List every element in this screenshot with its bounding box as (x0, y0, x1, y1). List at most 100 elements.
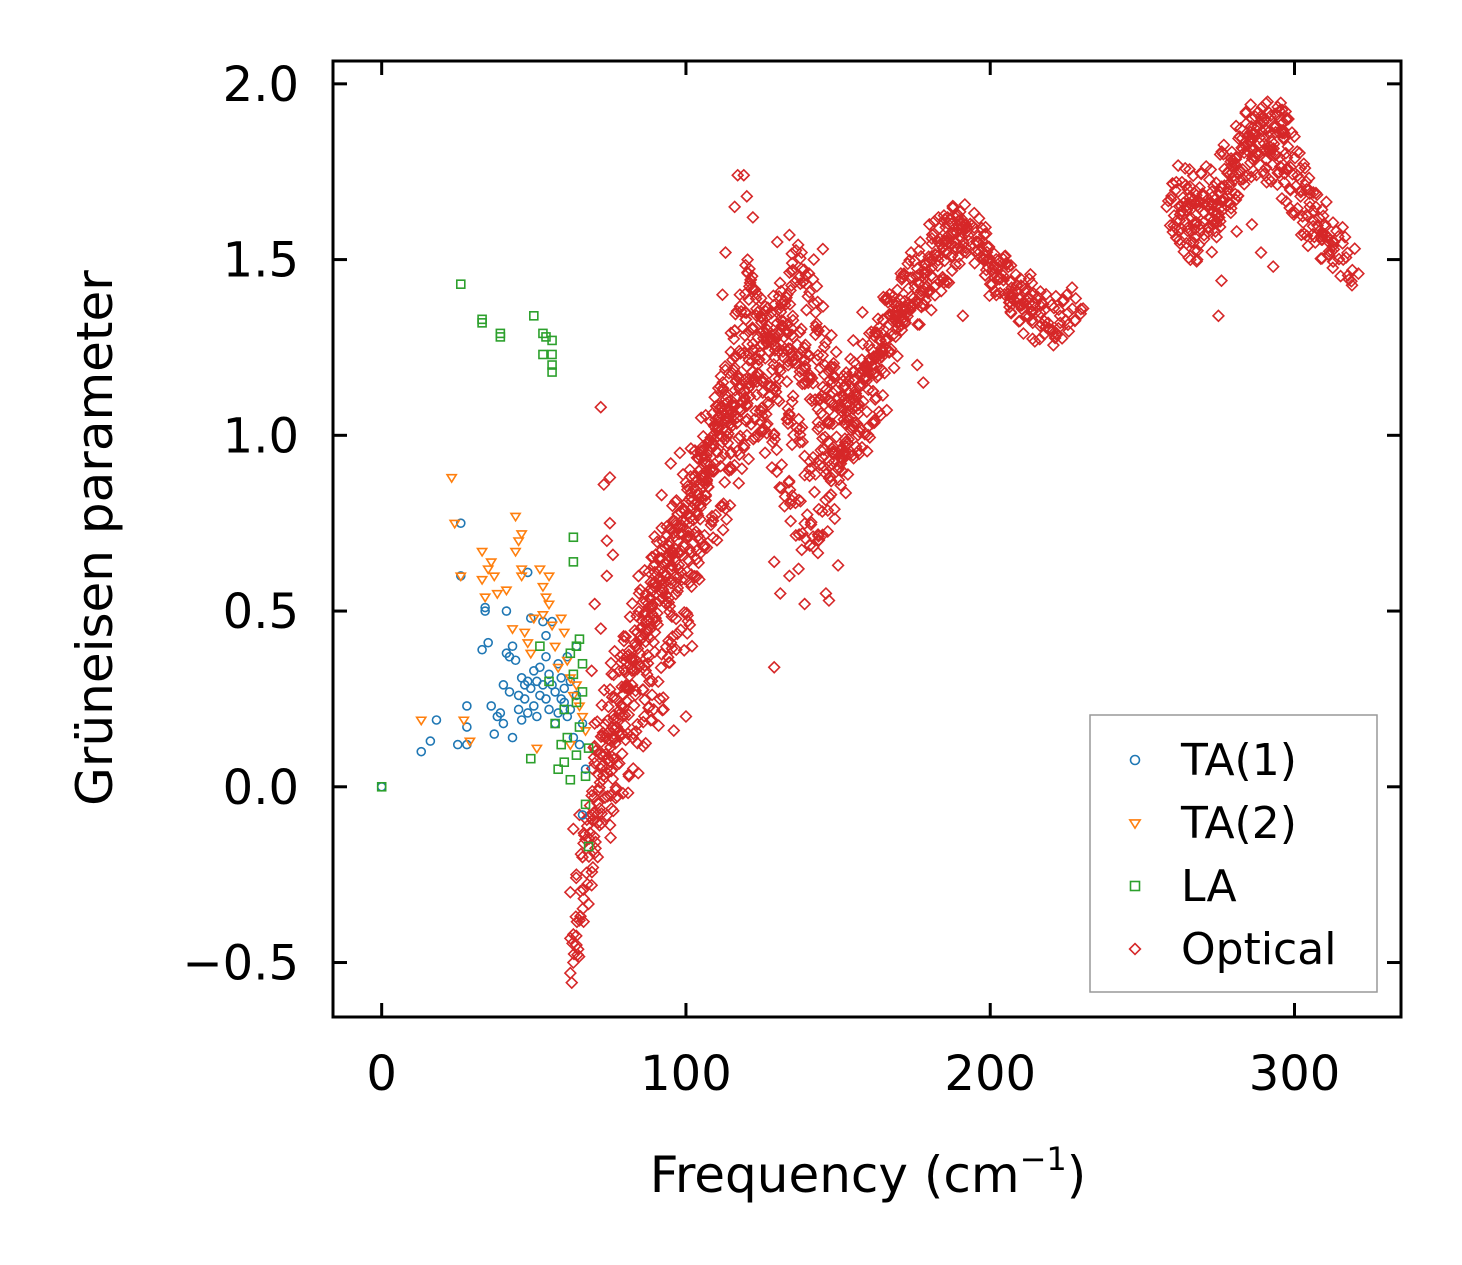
optical-point (818, 324, 832, 338)
optical-point (1074, 307, 1088, 321)
optical-point (655, 543, 669, 557)
optical-point (574, 847, 588, 861)
optical-point (807, 485, 822, 499)
optical-point (945, 238, 959, 252)
optical-point (1279, 146, 1293, 160)
optical-point (654, 661, 668, 675)
optical-point (862, 338, 876, 352)
optical-point (706, 531, 720, 545)
ta2-point (558, 628, 571, 639)
optical-point (1060, 288, 1074, 302)
optical-point (1214, 274, 1229, 288)
ta1-point (501, 606, 512, 616)
optical-point (841, 413, 855, 427)
ta2-point (476, 547, 489, 558)
optical-point (893, 293, 907, 307)
optical-point (1259, 161, 1273, 175)
ta2-point (555, 614, 568, 625)
la-point (547, 349, 557, 360)
ta1-point (535, 662, 545, 673)
optical-point (630, 717, 644, 731)
optical-point (1303, 200, 1317, 214)
optical-point (740, 189, 754, 203)
optical-point (1254, 246, 1268, 260)
optical-point (778, 499, 792, 513)
optical-point (674, 505, 688, 519)
la-point (547, 335, 557, 346)
optical-point (759, 304, 773, 318)
optical-point (795, 526, 809, 540)
optical-point (805, 394, 819, 408)
optical-point (1270, 178, 1284, 192)
ta2-point (524, 649, 537, 660)
ta1-point (507, 732, 518, 743)
optical-point (877, 323, 891, 337)
optical-point (682, 554, 696, 568)
optical-point (736, 321, 750, 335)
optical-point (748, 412, 762, 426)
optical-point (1265, 135, 1279, 149)
optical-point (898, 313, 912, 327)
optical-point (1302, 171, 1316, 185)
optical-point (1259, 123, 1273, 137)
optical-point (579, 832, 593, 847)
optical-point (754, 291, 768, 305)
optical-point (648, 645, 662, 659)
optical-point (1172, 224, 1186, 238)
optical-point (1336, 220, 1350, 234)
ta1-point (559, 683, 570, 694)
legend-marker-ta1 (1129, 754, 1141, 766)
optical-point (1016, 326, 1030, 341)
optical-point (822, 593, 836, 608)
optical-point (947, 226, 961, 240)
optical-point (580, 819, 594, 833)
optical-point (947, 200, 961, 214)
optical-point (727, 332, 741, 346)
optical-point (793, 435, 807, 449)
optical-point (773, 480, 787, 494)
optical-point (1003, 275, 1017, 289)
optical-point (1325, 244, 1339, 258)
optical-point (601, 732, 615, 747)
la-point (574, 722, 585, 732)
optical-point (952, 257, 967, 271)
optical-point (585, 664, 599, 678)
optical-point (833, 450, 847, 464)
optical-point (821, 524, 835, 539)
optical-point (1029, 305, 1043, 319)
optical-point (628, 636, 642, 650)
optical-point (705, 509, 719, 523)
optical-point (849, 386, 863, 401)
optical-point (736, 395, 750, 409)
optical-point (819, 336, 833, 350)
optical-point (1012, 314, 1026, 328)
optical-point (635, 614, 649, 628)
optical-point (679, 709, 693, 724)
optical-point (766, 289, 780, 303)
optical-point (1290, 145, 1304, 159)
optical-point (798, 597, 812, 611)
ta1-point (498, 680, 509, 690)
optical-point (612, 704, 626, 718)
optical-point (860, 362, 874, 377)
optical-point (657, 565, 671, 579)
optical-point (808, 328, 823, 342)
optical-point (1001, 260, 1015, 274)
optical-point (607, 668, 621, 682)
y-tick-label: −0.5 (182, 936, 299, 992)
ta2-point (506, 625, 519, 635)
optical-point (667, 530, 682, 544)
optical-point (1227, 169, 1241, 183)
optical-point (1046, 338, 1060, 352)
optical-point (941, 210, 955, 224)
x-axis-title-main: Frequency (cm (650, 1146, 1020, 1204)
optical-point (950, 226, 964, 240)
optical-point (723, 498, 737, 512)
ta1-point (565, 704, 576, 715)
ta2-point (542, 600, 556, 611)
optical-point (770, 392, 784, 406)
ta2-point (515, 565, 528, 575)
optical-point (621, 786, 635, 800)
la-point (565, 648, 576, 659)
optical-point (803, 539, 817, 553)
